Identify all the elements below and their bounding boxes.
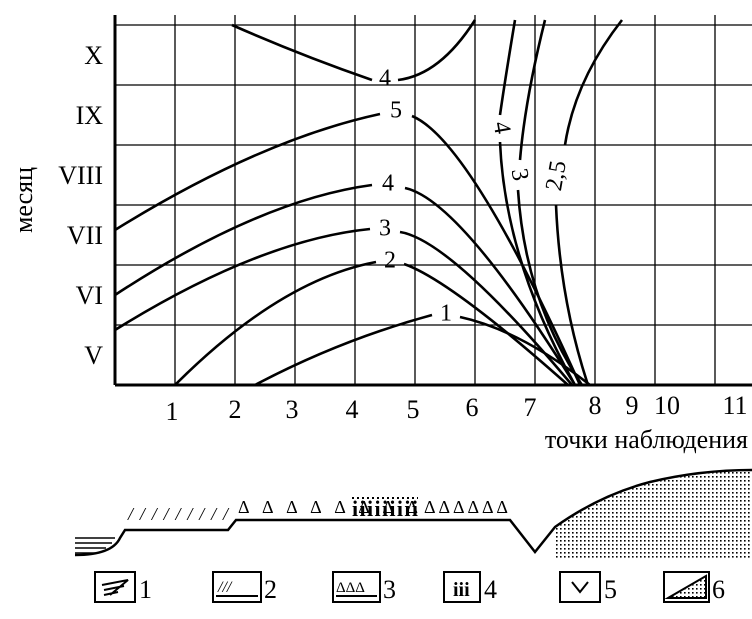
month: VIII (58, 161, 103, 190)
isoline (115, 114, 580, 385)
isoline (115, 185, 575, 385)
point: 7 (524, 393, 537, 422)
y-axis-label: месяц (9, 167, 38, 233)
svg-text:ΔΔΔ: ΔΔΔ (336, 580, 365, 596)
x-axis-label: точки наблюдения (545, 425, 748, 454)
legend-label: 3 (383, 575, 396, 604)
svg-text://///////: ///////// (127, 504, 230, 524)
legend-label: 1 (139, 575, 152, 604)
svg-text:///: /// (217, 579, 233, 596)
point: 2 (229, 395, 242, 424)
month: VI (76, 281, 103, 310)
svg-text:iii: iii (453, 579, 470, 601)
month: X (84, 41, 103, 70)
isoline-label: 3 (379, 216, 391, 242)
point: 5 (407, 395, 420, 424)
month: IX (76, 101, 104, 130)
isoline-label: 5 (390, 98, 402, 124)
isolines (115, 20, 622, 385)
legend-label: 5 (604, 575, 617, 604)
isoline-label: 2 (384, 248, 396, 274)
point-labels: 1 2 3 4 5 6 7 8 9 10 11 (166, 391, 748, 426)
point: 3 (286, 395, 299, 424)
point: 9 (626, 391, 639, 420)
isoline-label: 4 (382, 171, 394, 197)
grid (115, 15, 752, 385)
isoline-label: 3 (506, 167, 534, 183)
point: 6 (466, 393, 479, 422)
isoline (500, 20, 575, 385)
legend-label: 2 (264, 575, 277, 604)
svg-text:ΔΔΔΔΔΔ: ΔΔΔΔΔΔ (424, 497, 508, 517)
legend-label: 6 (712, 575, 725, 604)
point: 8 (589, 391, 602, 420)
isoline (556, 20, 622, 385)
isoline (232, 20, 475, 80)
isoline-label: 2,5 (541, 159, 572, 193)
profile: ///////// ΔΔΔΔΔΔΔΔ ΔΔΔΔΔΔ iiiiiiiii (75, 470, 752, 560)
month-labels: X IX VIII VII VI V (58, 41, 103, 370)
isoline-label: 4 (379, 66, 391, 92)
svg-text:iiiiiiiii: iiiiiiiii (352, 496, 418, 521)
point: 4 (346, 395, 359, 424)
month: V (84, 341, 103, 370)
isoline-label: 1 (440, 301, 452, 327)
isoline (175, 262, 568, 385)
figure: месяц X IX VIII VII VI V 1 2 3 4 5 6 7 8… (0, 0, 752, 619)
point: 11 (722, 391, 747, 420)
point: 10 (654, 391, 680, 420)
legend-label: 4 (484, 575, 497, 604)
point: 1 (166, 397, 179, 426)
isoline-label: 4 (488, 120, 516, 136)
month: VII (67, 221, 103, 250)
